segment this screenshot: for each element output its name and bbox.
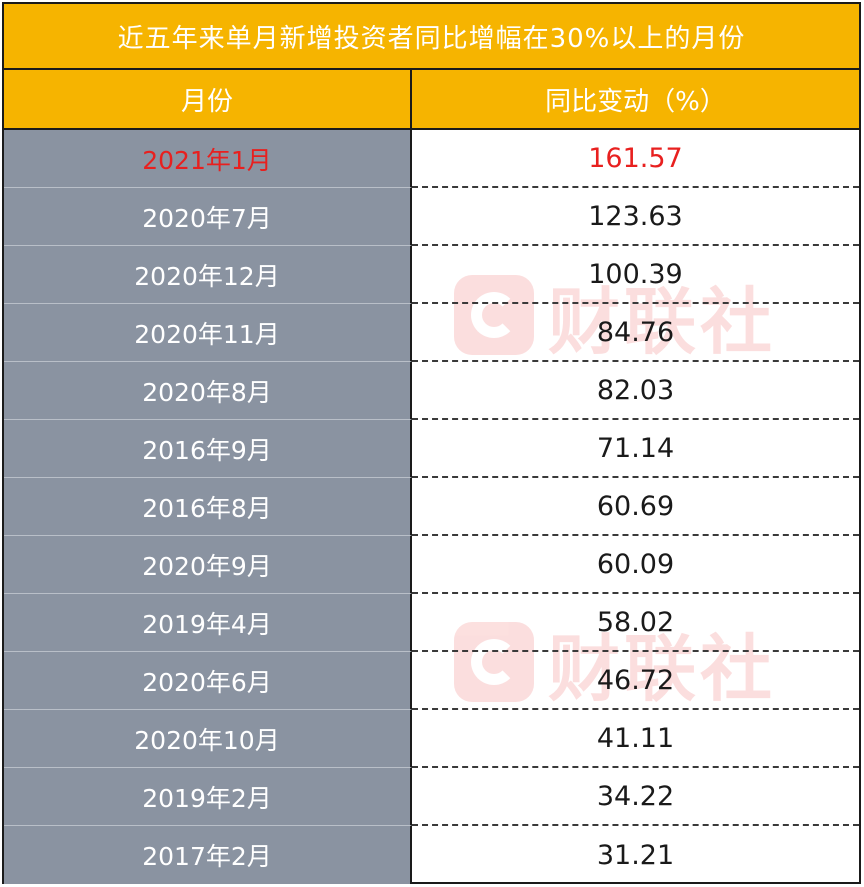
table-row: 2019年2月 34.22 (4, 768, 859, 826)
table-body: 财联社 财联社 2021年1月 161.57 2020年7月 123.63 2020年1… (4, 130, 859, 884)
table-title: 近五年来单月新增投资者同比增幅在30%以上的月份 (4, 4, 859, 70)
table-row: 2020年8月 82.03 (4, 362, 859, 420)
month-cell: 2016年8月 (4, 478, 412, 536)
change-cell: 34.22 (412, 768, 859, 826)
table-row: 2020年9月 60.09 (4, 536, 859, 594)
month-cell: 2021年1月 (4, 130, 412, 188)
change-cell: 82.03 (412, 362, 859, 420)
table-row: 2021年1月 161.57 (4, 130, 859, 188)
month-cell: 2016年9月 (4, 420, 412, 478)
table-row: 2020年10月 41.11 (4, 710, 859, 768)
month-cell: 2020年10月 (4, 710, 412, 768)
month-cell: 2020年8月 (4, 362, 412, 420)
header-change: 同比变动（%） (545, 86, 726, 117)
header-month: 月份 (4, 70, 412, 128)
month-cell: 2020年12月 (4, 246, 412, 304)
change-cell: 84.76 (412, 304, 859, 362)
table-row: 2017年2月 31.21 (4, 826, 859, 884)
change-cell: 58.02 (412, 594, 859, 652)
table-row: 2020年11月 84.76 (4, 304, 859, 362)
change-cell: 100.39 (412, 246, 859, 304)
change-cell: 46.72 (412, 652, 859, 710)
month-cell: 2020年11月 (4, 304, 412, 362)
change-cell: 31.21 (596, 839, 675, 871)
table-row: 2016年9月 71.14 (4, 420, 859, 478)
month-cell: 2020年6月 (4, 652, 412, 710)
table-row: 2019年4月 58.02 (4, 594, 859, 652)
change-cell: 60.09 (412, 536, 859, 594)
change-cell: 161.57 (412, 130, 859, 188)
change-cell: 41.11 (412, 710, 859, 768)
month-cell: 2017年2月 (4, 826, 412, 884)
table-row: 2020年7月 123.63 (4, 188, 859, 246)
month-cell: 2019年2月 (4, 768, 412, 826)
header-row: 月份 同比变动（%） (4, 70, 859, 130)
table-row: 2016年8月 60.69 (4, 478, 859, 536)
change-cell: 123.63 (412, 188, 859, 246)
change-cell: 60.69 (412, 478, 859, 536)
month-cell: 2019年4月 (4, 594, 412, 652)
table-row: 2020年6月 46.72 (4, 652, 859, 710)
table-row: 2020年12月 100.39 (4, 246, 859, 304)
month-cell: 2020年7月 (4, 188, 412, 246)
month-cell: 2020年9月 (4, 536, 412, 594)
change-cell: 71.14 (412, 420, 859, 478)
